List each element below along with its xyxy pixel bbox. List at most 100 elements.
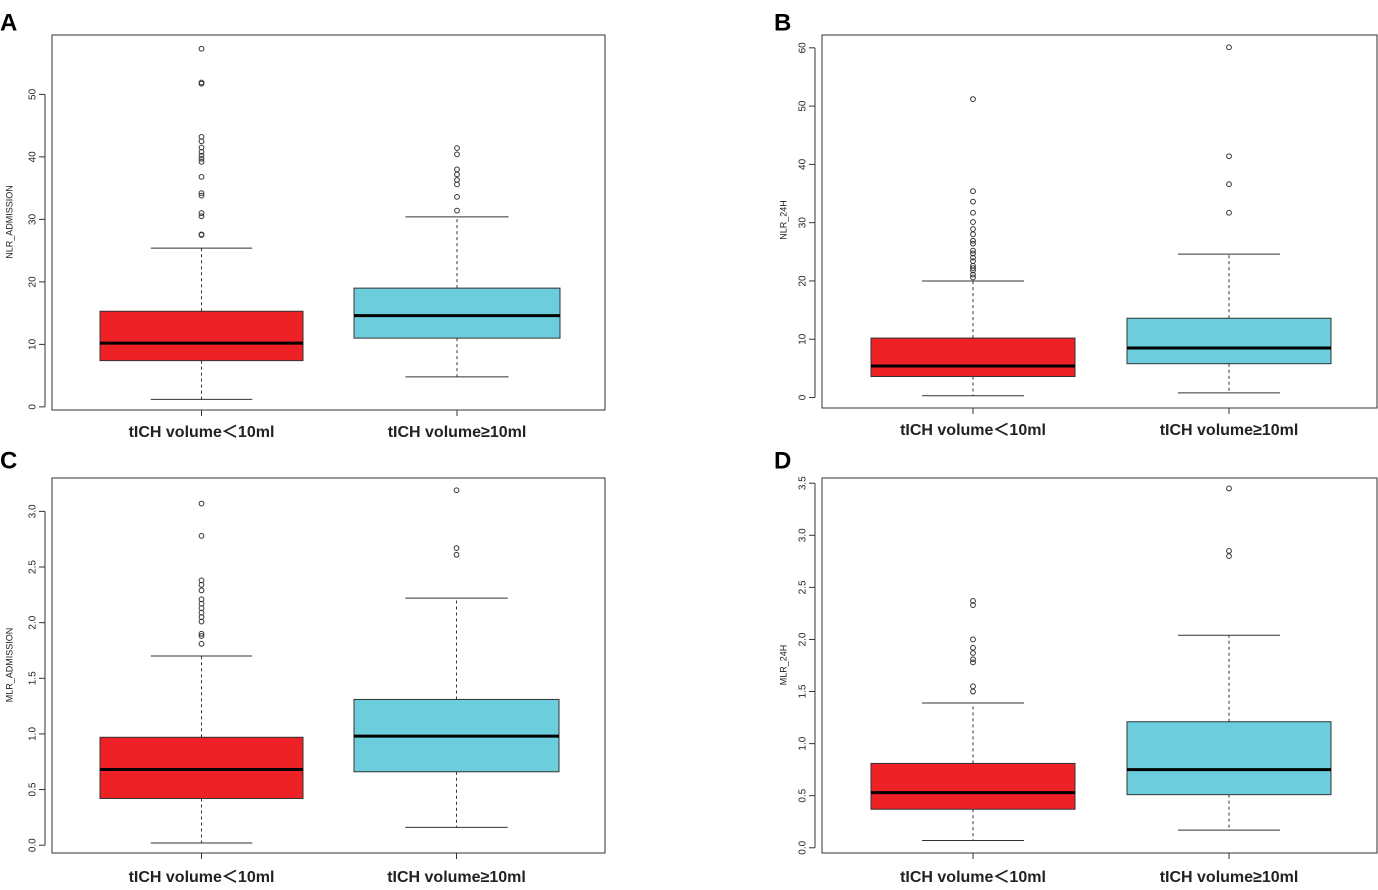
panel-d: D 0.0 0.5 1.0 1.5 2.0 2.5 3.0 3.5 MLR_24H tICH vol…	[774, 447, 1378, 886]
outlier-point	[970, 274, 976, 281]
outlier-point	[198, 133, 205, 140]
box-group-2: tICH volume≥10ml	[353, 145, 561, 441]
x-category-label: tICH volume＜10ml	[129, 869, 275, 886]
outlier-point	[198, 630, 205, 637]
outlier-point	[970, 683, 976, 690]
outlier-point	[454, 207, 460, 214]
outlier-point	[970, 636, 976, 643]
outlier-point	[970, 247, 976, 254]
panel-letter: D	[774, 447, 791, 474]
y-tick-label: 1.0	[798, 736, 809, 750]
box-group-1: tICH volume＜10ml	[870, 598, 1076, 886]
x-category-label: tICH volume＜10ml	[129, 424, 275, 441]
outlier-point	[970, 198, 976, 205]
iqr-box	[99, 736, 304, 799]
plot-frame	[821, 34, 1378, 409]
outlier-point	[198, 155, 205, 162]
y-tick-label: 0	[28, 404, 39, 410]
x-category-label: tICH volume≥10ml	[387, 869, 526, 886]
outlier-point	[970, 644, 976, 651]
outlier-point	[198, 158, 205, 165]
y-tick-label: 40	[28, 151, 39, 163]
outlier-point	[198, 79, 205, 86]
iqr-box	[1126, 721, 1332, 796]
y-tick-label: 1.5	[798, 684, 809, 698]
y-tick-label: 0.0	[28, 838, 39, 852]
iqr-box	[870, 337, 1076, 378]
outlier-point	[198, 144, 205, 151]
y-tick-label: 0.5	[798, 788, 809, 802]
panel-letter: B	[774, 9, 791, 36]
outlier-point	[454, 145, 460, 152]
iqr-box	[353, 287, 561, 339]
outlier-point	[970, 659, 976, 666]
outlier-point	[198, 213, 205, 220]
outlier-point	[970, 271, 976, 278]
y-tick-label: 10	[798, 333, 809, 345]
outlier-point	[970, 598, 976, 604]
outlier-point	[970, 602, 976, 608]
outlier-point	[1226, 485, 1232, 492]
box-group-1: tICH volume＜10ml	[99, 45, 304, 441]
outlier-point	[454, 171, 460, 178]
outlier-point	[198, 500, 205, 507]
outlier-point	[970, 96, 976, 103]
outlier-point	[198, 173, 205, 180]
iqr-box	[1126, 317, 1332, 365]
y-tick-label: 50	[28, 88, 39, 100]
outlier-point	[198, 532, 205, 539]
x-category-label: tICH volume≥10ml	[388, 424, 527, 441]
outlier-point	[970, 250, 976, 257]
outlier-point	[453, 551, 460, 558]
x-category-label: tICH volume≥10ml	[1160, 422, 1299, 439]
outlier-point	[970, 240, 976, 247]
y-tick-label: 2.5	[798, 580, 809, 594]
iqr-box	[870, 762, 1076, 810]
outlier-point	[970, 226, 976, 232]
y-tick-label: 50	[798, 100, 809, 112]
outlier-point	[970, 254, 976, 261]
y-tick-label: 3.0	[28, 504, 39, 518]
y-axis-title: NLR_24H	[778, 200, 788, 240]
outlier-point	[198, 231, 205, 238]
outlier-point	[198, 633, 205, 639]
box-group-1: tICH volume＜10ml	[99, 500, 304, 886]
box-group-2: tICH volume≥10ml	[353, 487, 560, 886]
y-tick-label: 0.5	[28, 782, 39, 796]
outlier-point	[198, 192, 205, 199]
outlier-point	[1226, 553, 1232, 560]
outlier-point	[453, 545, 460, 552]
outlier-point	[198, 45, 205, 52]
outlier-point	[454, 193, 460, 200]
outlier-point	[198, 596, 205, 603]
y-axis-title: NLR_ADMISSION	[4, 185, 14, 259]
x-category-label: tICH volume＜10ml	[900, 869, 1046, 886]
outlier-point	[970, 688, 976, 695]
panel-a: A 0 10 20 30 40 50 NLR_ADMISSION tICH volume＜10m…	[0, 9, 606, 441]
outlier-point	[970, 209, 976, 216]
box-group-2: tICH volume≥10ml	[1126, 44, 1332, 439]
panel-letter: A	[0, 9, 17, 36]
box-group-1: tICH volume＜10ml	[870, 96, 1076, 439]
y-axis-title: MLR_24H	[778, 645, 788, 686]
iqr-box	[99, 310, 304, 362]
panel-c: C 0.0 0.5 1.0 1.5 2.0 2.5 3.0 MLR_ADMISSION tICH …	[0, 447, 606, 886]
outlier-point	[970, 188, 976, 195]
outlier-point	[454, 166, 460, 173]
y-tick-label: 0	[798, 394, 809, 400]
panel-b: B 0 10 20 30 40 50 60 NLR_24H tICH volume＜10ml tIC…	[774, 9, 1378, 439]
y-tick-label: 0.0	[798, 840, 809, 854]
y-tick-label: 2.5	[28, 560, 39, 574]
outlier-point	[970, 231, 976, 238]
outlier-point	[970, 237, 976, 244]
y-tick-label: 1.5	[28, 671, 39, 685]
outlier-point	[970, 650, 976, 656]
outlier-point	[970, 656, 976, 663]
x-category-label: tICH volume＜10ml	[900, 422, 1046, 439]
panel-letter: C	[0, 447, 17, 474]
y-tick-label: 3.0	[798, 528, 809, 542]
outlier-point	[1226, 153, 1232, 160]
y-tick-label: 3.5	[798, 476, 809, 490]
y-tick-label: 2.0	[798, 632, 809, 646]
